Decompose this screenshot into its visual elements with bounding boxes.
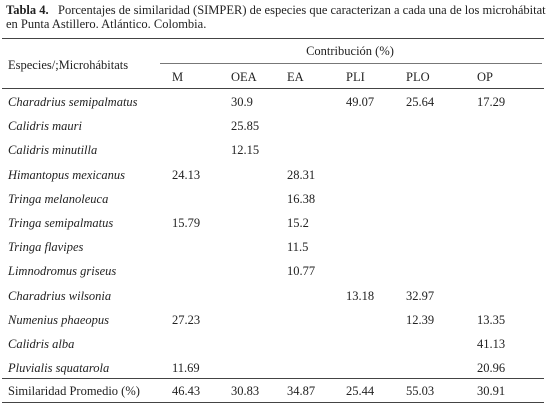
top-rule	[2, 38, 544, 39]
species-name: Tringa melanoleuca	[8, 191, 109, 206]
cell: 15.79	[172, 216, 201, 230]
column-header: OP	[477, 70, 493, 84]
cell: 11.5	[287, 240, 309, 255]
cell: 25.64	[406, 95, 435, 109]
summary-label: Similaridad Promedio (%)	[8, 384, 140, 398]
cell: 30.9	[231, 95, 253, 109]
cell: 16.38	[287, 191, 316, 206]
cell: 28.31	[287, 167, 316, 182]
bottom-rule	[2, 402, 544, 403]
summary-rule	[2, 378, 544, 379]
column-header: PLI	[346, 70, 365, 84]
caption-label: Tabla 4.	[6, 3, 49, 17]
cell: 15.2	[287, 216, 309, 230]
cell: 49.07	[346, 95, 375, 109]
species-name: Limnodromus griseus	[8, 264, 117, 279]
species-name: Tringa semipalmatus	[8, 216, 114, 230]
header-rule	[2, 88, 544, 89]
cell: 13.35	[477, 312, 506, 327]
column-header: EA	[287, 70, 304, 84]
cell: 27.23	[172, 312, 201, 327]
cell: 10.77	[287, 264, 316, 279]
cell: 11.69	[172, 361, 200, 376]
cell: 12.39	[406, 312, 435, 327]
species-name: Calidris alba	[8, 337, 75, 351]
species-name: Numenius phaeopus	[8, 312, 110, 327]
species-name: Himantopus mexicanus	[8, 167, 125, 182]
summary-cell: 25.44	[346, 384, 375, 398]
group-header: Contribución (%)	[306, 44, 394, 58]
species-name: Charadrius semipalmatus	[8, 95, 138, 109]
cell: 32.97	[406, 288, 435, 303]
species-name: Calidris mauri	[8, 119, 82, 134]
cell: 25.85	[231, 119, 260, 134]
summary-cell: 34.87	[287, 384, 316, 398]
cell: 13.18	[346, 288, 375, 303]
column-header: PLO	[406, 70, 430, 84]
cell: 12.15	[231, 143, 260, 158]
caption-line: Porcentajes de similaridad (SIMPER) de e…	[58, 3, 546, 17]
column-header: M	[172, 70, 184, 84]
summary-cell: 46.43	[172, 384, 201, 398]
species-name: Tringa flavipes	[8, 240, 84, 255]
cell: 41.13	[477, 337, 506, 351]
caption-line: en Punta Astillero. Atlántico. Colombia.	[6, 17, 207, 31]
species-name: Charadrius wilsonia	[8, 288, 112, 303]
summary-cell: 30.83	[231, 384, 260, 398]
column-header: OEA	[231, 70, 257, 84]
cell: 24.13	[172, 167, 201, 182]
species-name: Pluvialis squatarola	[8, 361, 110, 376]
summary-cell: 55.03	[406, 384, 435, 398]
group-rule	[160, 63, 542, 64]
row-header: Especies/;Microhábitats	[8, 58, 129, 72]
summary-cell: 30.91	[477, 384, 506, 398]
cell: 17.29	[477, 95, 506, 109]
cell: 20.96	[477, 361, 506, 376]
species-name: Calidris minutilla	[8, 143, 98, 158]
